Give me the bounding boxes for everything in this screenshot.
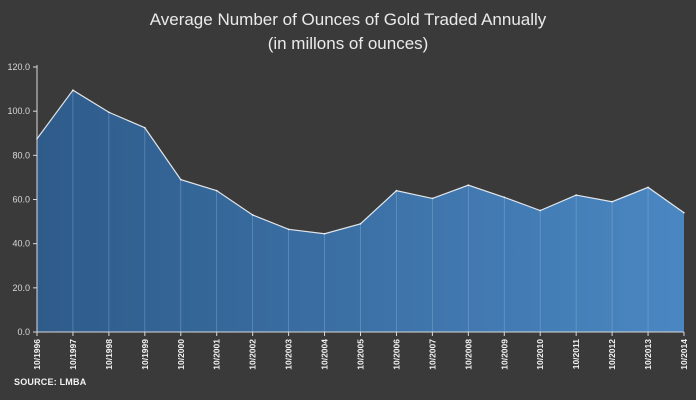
- data-point: [107, 111, 110, 114]
- data-point: [683, 211, 685, 214]
- x-tick-label: 10/2012: [607, 339, 617, 370]
- x-tick-label: 10/1998: [104, 339, 114, 370]
- data-point: [179, 178, 182, 181]
- x-tick-label: 10/1999: [140, 339, 150, 370]
- data-point: [539, 209, 542, 212]
- x-tick-label: 10/2003: [284, 339, 294, 370]
- chart-title: Average Number of Ounces of Gold Traded …: [149, 10, 547, 29]
- y-tick-label: 100.0: [7, 106, 30, 116]
- area-fill: [37, 90, 684, 332]
- x-tick-label: 10/2014: [679, 339, 689, 370]
- y-tick-label: 60.0: [12, 195, 30, 205]
- y-tick-label: 20.0: [12, 283, 30, 293]
- data-point: [647, 186, 649, 189]
- data-point: [467, 184, 470, 187]
- x-tick-label: 10/2007: [427, 339, 437, 370]
- data-point: [72, 89, 74, 92]
- x-tick-label: 10/2006: [391, 339, 401, 370]
- x-tick-label: 10/2008: [463, 339, 473, 370]
- x-tick-label: 10/1997: [68, 339, 78, 370]
- x-tick-label: 10/2004: [320, 339, 330, 370]
- chart-subtitle: (in millons of ounces): [267, 34, 429, 53]
- data-point: [395, 189, 398, 192]
- data-point: [575, 194, 578, 196]
- data-point: [323, 232, 326, 235]
- y-tick-label: 120.0: [7, 62, 30, 72]
- y-tick-label: 0.0: [17, 327, 30, 337]
- x-tick-label: 10/2011: [571, 339, 581, 370]
- data-point: [611, 200, 614, 203]
- data-point: [431, 197, 434, 200]
- x-tick-label: 10/1996: [32, 339, 42, 370]
- x-tick-label: 10/2013: [643, 339, 653, 370]
- source-note: SOURCE: LMBA: [14, 377, 87, 387]
- x-tick-label: 10/2002: [248, 339, 258, 370]
- y-tick-label: 80.0: [12, 150, 30, 160]
- data-point: [251, 214, 254, 216]
- data-point: [143, 126, 146, 129]
- x-tick-label: 10/2009: [499, 339, 509, 370]
- x-tick-label: 10/2010: [535, 339, 545, 370]
- data-point: [287, 228, 290, 231]
- x-tick-label: 10/2005: [356, 339, 366, 370]
- data-point: [215, 189, 218, 192]
- y-tick-label: 40.0: [12, 239, 30, 249]
- data-point: [503, 196, 506, 199]
- x-tick-label: 10/2000: [176, 339, 186, 370]
- data-point: [359, 222, 362, 225]
- x-tick-label: 10/2001: [212, 339, 222, 370]
